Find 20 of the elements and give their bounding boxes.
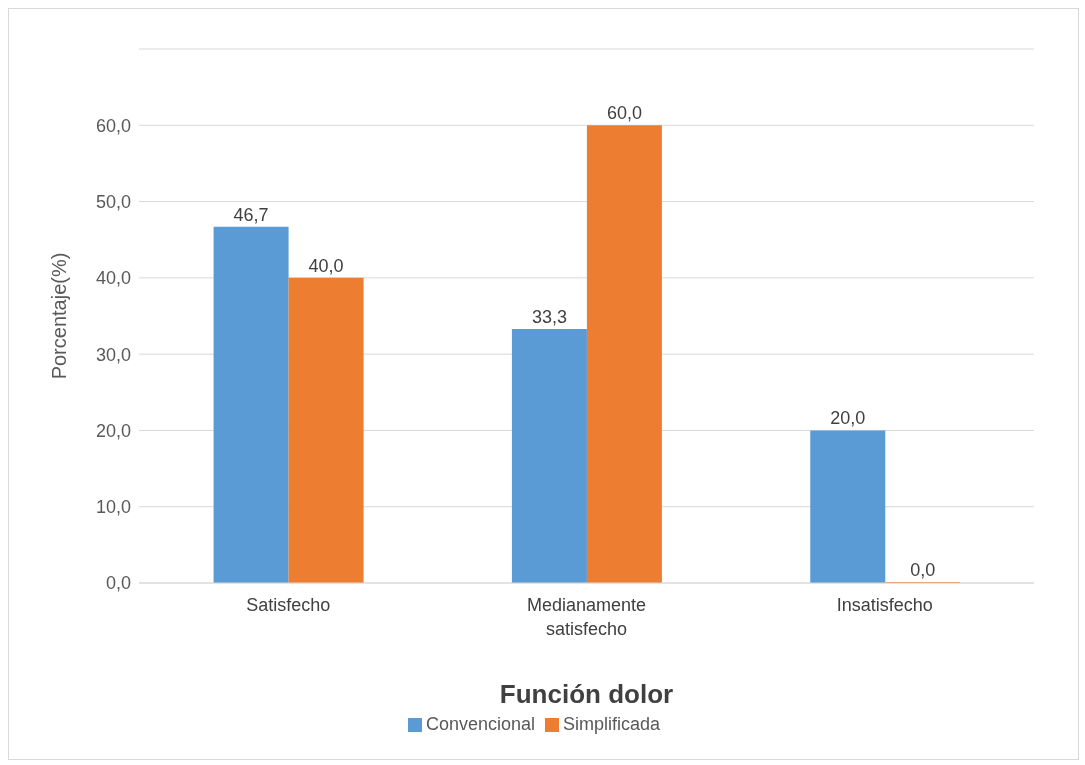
y-tick-label: 60,0 — [95, 115, 131, 136]
y-axis-title: Porcentaje(%) — [48, 252, 71, 380]
x-tick-label: Insatisfecho — [836, 595, 933, 615]
y-tick-label: 30,0 — [95, 344, 131, 365]
data-label: 40,0 — [308, 255, 344, 276]
y-tick-label: 50,0 — [95, 191, 131, 212]
legend-label: Simplificada — [563, 714, 661, 734]
data-label: 0,0 — [910, 560, 936, 580]
y-tick-label: 10,0 — [95, 497, 131, 518]
data-label: 46,7 — [233, 204, 269, 225]
y-tick-label: 40,0 — [95, 268, 131, 289]
data-label: 60,0 — [606, 103, 642, 124]
y-tick-label: 0,0 — [105, 573, 131, 594]
y-tick-label: 20,0 — [95, 420, 131, 441]
x-tick-label: Medianamente satisfecho — [526, 595, 647, 639]
x-tick-label: Satisfecho — [246, 595, 331, 615]
x-axis-title: Función dolor — [499, 679, 674, 709]
data-label: 20,0 — [830, 408, 866, 429]
legend-label: Convencional — [425, 714, 536, 734]
data-label: 33,3 — [531, 306, 567, 327]
